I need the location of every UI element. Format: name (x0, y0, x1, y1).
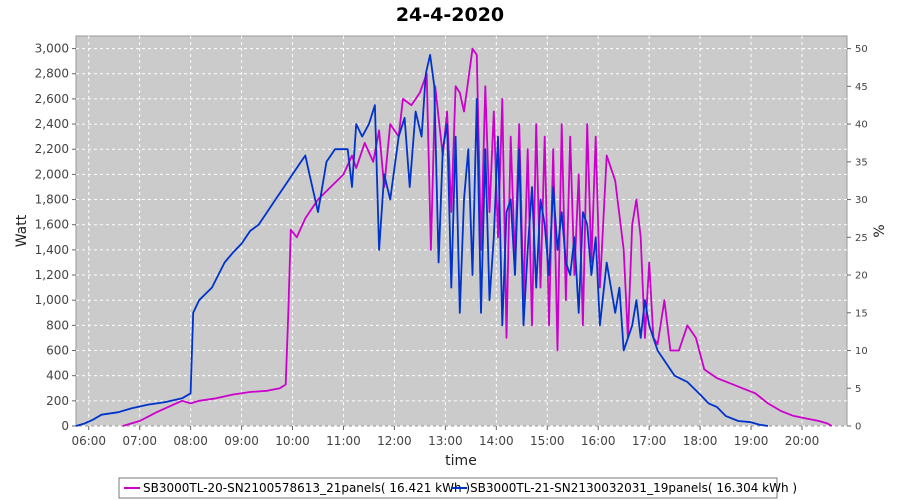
x-tick-label: 07:00 (122, 434, 157, 448)
x-axis-label: time (445, 453, 477, 469)
y-tick-label: 2,800 (35, 67, 69, 81)
legend-label-sb3000tl-21: SB3000TL-21-SN2130032031_19panels( 16.30… (470, 481, 797, 495)
y-tick-label: 800 (46, 318, 69, 332)
x-tick-label: 10:00 (275, 434, 310, 448)
y2-tick-label: 30 (855, 195, 868, 206)
x-tick-label: 08:00 (173, 434, 208, 448)
y-tick-label: 600 (46, 344, 69, 358)
gridlines (76, 36, 847, 427)
x-tick-label: 18:00 (683, 434, 718, 448)
y2-tick-label: 0 (855, 422, 861, 433)
y-tick-label: 200 (46, 394, 69, 408)
y-tick-label: 3,000 (35, 42, 69, 56)
x-tick-label: 15:00 (530, 434, 565, 448)
y2-tick-label: 5 (855, 384, 861, 395)
x-tick-label: 06:00 (71, 434, 106, 448)
x-tick-label: 16:00 (581, 434, 616, 448)
x-tick-label: 14:00 (479, 434, 514, 448)
y-tick-label: 1,600 (35, 218, 69, 232)
y2-tick-label: 10 (855, 346, 868, 357)
y2-tick-label: 45 (855, 82, 868, 93)
y-tick-label: 2,200 (35, 142, 69, 156)
y-axis-ticks: 0 200 400 600 800 1,000 1,200 1,400 1,600 1,800 2,… (35, 42, 76, 433)
legend-box (118, 477, 778, 499)
y-tick-label: 1,800 (35, 193, 69, 207)
x-axis-ticks: 06:00 07:00 08:00 09:00 10:00 11:00 12:00 13:00… (71, 426, 819, 448)
y2-tick-label: 20 (855, 271, 868, 282)
y2-tick-label: 50 (855, 44, 868, 55)
x-tick-label: 13:00 (428, 434, 463, 448)
x-tick-label: 19:00 (734, 434, 769, 448)
y-tick-label: 1,200 (35, 268, 69, 282)
y2-axis-ticks: 0 5 10 15 20 25 30 35 40 45 50 (847, 44, 868, 433)
series-layer (75, 47, 833, 427)
series-line-0 (122, 47, 833, 427)
legend: SB3000TL-20-SN2100578613_21panels( 16.42… (118, 477, 797, 499)
y2-tick-label: 25 (855, 233, 868, 244)
y2-tick-label: 35 (855, 157, 868, 168)
x-tick-label: 09:00 (224, 434, 259, 448)
y-tick-label: 1,400 (35, 243, 69, 257)
y-tick-label: 1,000 (35, 293, 69, 307)
legend-label-sb3000tl-20: SB3000TL-20-SN2100578613_21panels( 16.42… (143, 481, 470, 495)
y-tick-label: 2,400 (35, 117, 69, 131)
series-line-1 (75, 54, 769, 427)
x-tick-label: 11:00 (326, 434, 361, 448)
y2-tick-label: 15 (855, 308, 868, 319)
x-tick-label: 20:00 (785, 434, 820, 448)
y-tick-label: 2,000 (35, 167, 69, 181)
x-tick-label: 12:00 (377, 434, 412, 448)
y-tick-label: 0 (61, 419, 69, 433)
x-tick-label: 17:00 (632, 434, 667, 448)
chart-title: 24-4-2020 (396, 4, 504, 26)
y-axis-label: Watt (14, 214, 30, 247)
y2-tick-label: 40 (855, 120, 868, 131)
y-tick-label: 2,600 (35, 92, 69, 106)
y2-axis-label: % (872, 224, 888, 237)
y-tick-label: 400 (46, 369, 69, 383)
